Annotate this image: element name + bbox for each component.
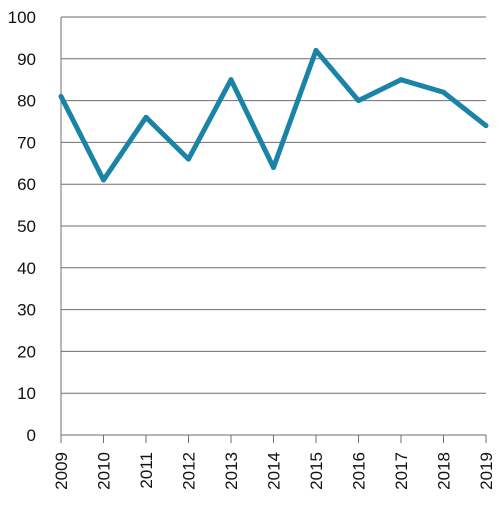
x-axis-labels: 2009 2010 2011 2012 2013 2014 2015 2016 2017 2018…	[52, 452, 496, 490]
data-point	[441, 89, 446, 95]
y-axis-labels: 0 10 20 30 40 50 60 70 80 90 100	[8, 8, 36, 445]
y-tick-label: 90	[17, 50, 36, 69]
data-point	[356, 98, 361, 104]
data-point	[186, 156, 191, 162]
data-point	[313, 47, 319, 53]
x-tick-label: 2013	[222, 452, 241, 490]
x-tick-label: 2010	[95, 452, 114, 490]
y-tick-label: 80	[17, 92, 36, 111]
y-tick-label: 30	[17, 301, 36, 320]
x-tick-label: 2018	[435, 452, 454, 490]
y-tick-label: 100	[8, 8, 36, 27]
y-tick-label: 40	[17, 259, 36, 278]
y-tick-label: 60	[17, 175, 36, 194]
data-point	[58, 93, 64, 99]
x-tick-label: 2015	[307, 452, 326, 490]
data-point	[398, 77, 404, 83]
x-tick-label: 2014	[265, 452, 284, 490]
data-point	[101, 177, 106, 183]
y-tick-label: 10	[17, 384, 36, 403]
axes	[60, 17, 487, 443]
data-point	[228, 77, 234, 83]
data-point	[143, 114, 149, 120]
x-tick-label: 2012	[180, 452, 199, 490]
y-tick-label: 0	[27, 426, 36, 445]
data-point	[271, 164, 276, 170]
x-tick-label: 2009	[52, 452, 71, 490]
x-tick-label: 2017	[392, 452, 411, 490]
x-tick-label: 2011	[137, 452, 156, 489]
y-tick-label: 50	[17, 217, 36, 236]
x-tick-label: 2016	[350, 452, 369, 490]
x-tick-label: 2019	[477, 452, 496, 490]
y-tick-label: 20	[17, 342, 36, 361]
data-point	[483, 123, 489, 129]
series-group	[58, 47, 489, 183]
y-tick-label: 70	[17, 133, 36, 152]
